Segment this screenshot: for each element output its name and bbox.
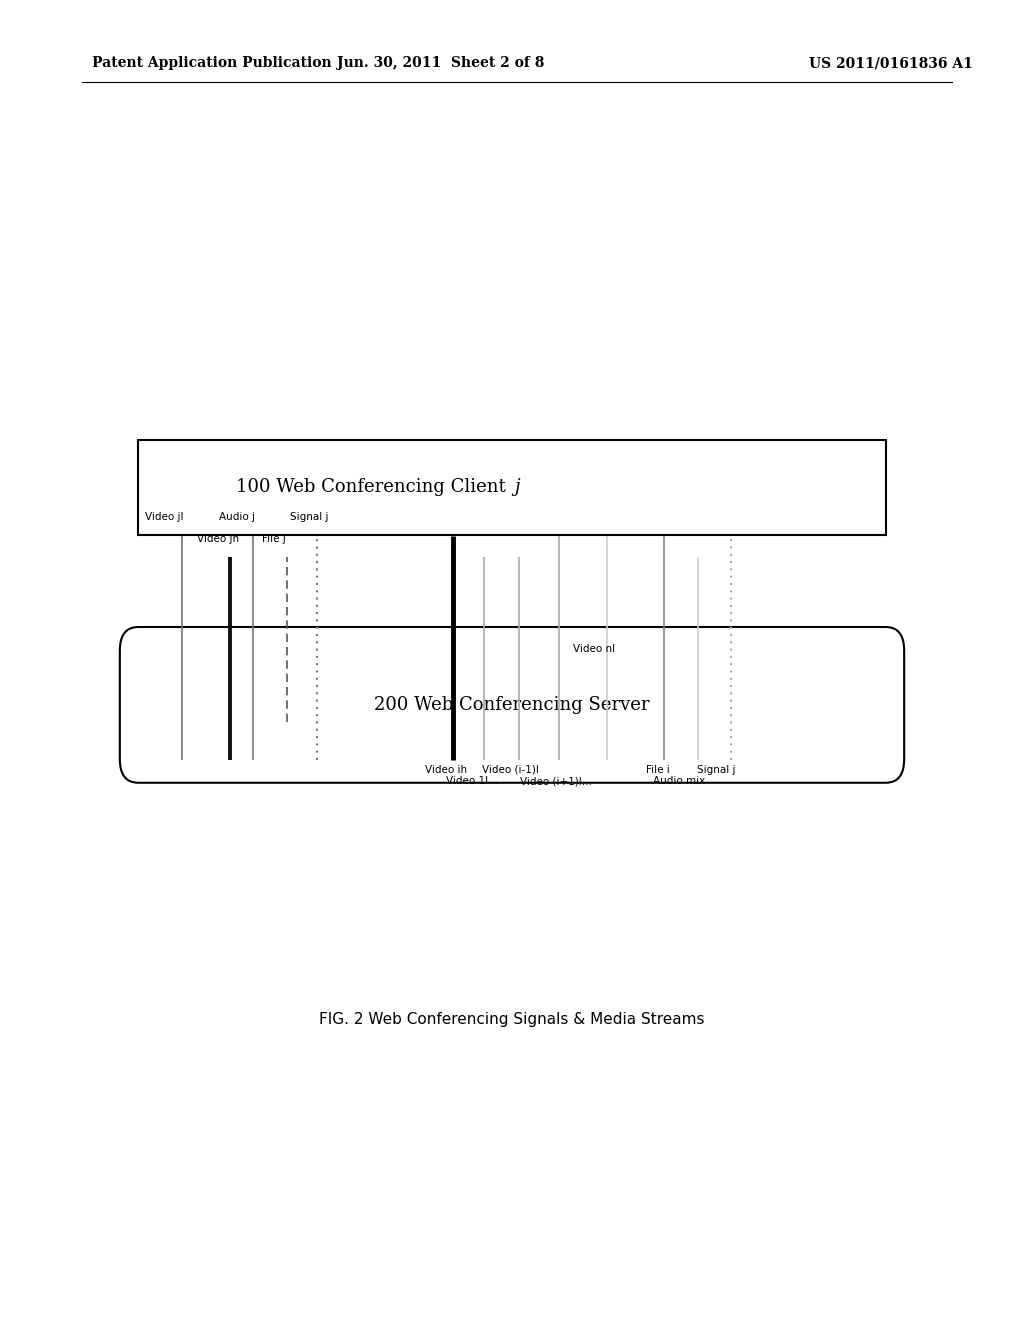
Text: File i: File i [646,764,670,775]
Text: 200 Web Conferencing Server: 200 Web Conferencing Server [374,696,650,714]
Text: Audio j: Audio j [219,512,255,523]
FancyBboxPatch shape [138,440,886,535]
Text: Jun. 30, 2011  Sheet 2 of 8: Jun. 30, 2011 Sheet 2 of 8 [337,57,544,70]
Text: Patent Application Publication: Patent Application Publication [92,57,332,70]
Text: US 2011/0161836 A1: US 2011/0161836 A1 [809,57,973,70]
Text: FIG. 2 Web Conferencing Signals & Media Streams: FIG. 2 Web Conferencing Signals & Media … [319,1011,705,1027]
Text: Video (i-1)l: Video (i-1)l [482,764,540,775]
Text: Audio mix: Audio mix [653,776,706,787]
Text: Video (i+1)l...: Video (i+1)l... [520,776,592,787]
FancyBboxPatch shape [120,627,904,783]
Text: Video nl: Video nl [573,644,615,655]
Text: Video 1l...: Video 1l... [446,776,499,787]
Text: Video jh: Video jh [197,533,239,544]
Text: File j: File j [262,533,286,544]
Text: Video ih: Video ih [425,764,467,775]
Text: Signal j: Signal j [290,512,329,523]
Text: j: j [514,478,519,496]
Text: 100 Web Conferencing Client: 100 Web Conferencing Client [237,478,512,496]
Text: Signal j: Signal j [697,764,736,775]
Text: Video jl: Video jl [145,512,184,523]
